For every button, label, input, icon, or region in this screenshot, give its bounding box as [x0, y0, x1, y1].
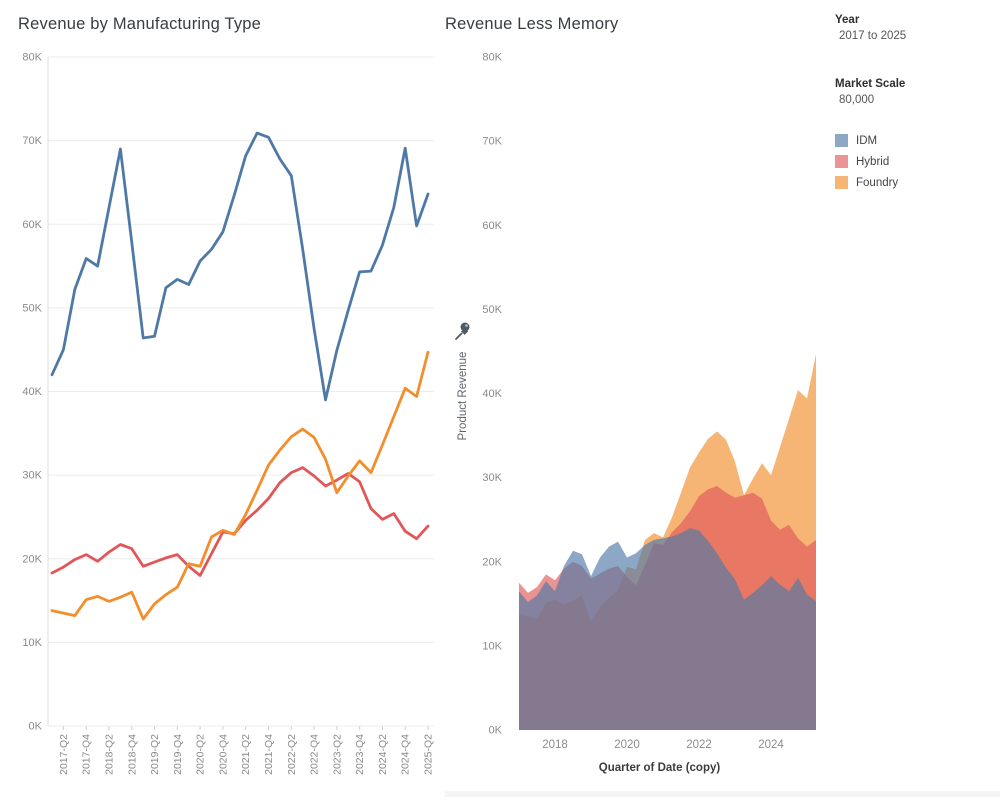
- y-tick-label: 20K: [482, 556, 502, 568]
- x-axis-title: Quarter of Date (copy): [599, 762, 721, 774]
- x-tick-label: 2023-Q4: [354, 734, 366, 775]
- y-tick-label: 20K: [22, 553, 42, 565]
- y-tick-label: 80K: [482, 52, 502, 64]
- x-tick-label: 2017-Q4: [81, 734, 93, 775]
- x-tick-label: 2017-Q2: [58, 734, 70, 775]
- series-line-hybrid[interactable]: [50, 466, 430, 577]
- x-tick-label: 2021-Q4: [263, 734, 275, 775]
- series-line-foundry[interactable]: [50, 350, 430, 621]
- legend-item-hybrid[interactable]: Hybrid: [835, 151, 995, 172]
- x-tick-label: 2024: [758, 739, 784, 751]
- x-tick-label: 2018-Q2: [103, 734, 115, 775]
- x-tick-label: 2022-Q4: [309, 734, 321, 775]
- x-tick-label: 2024-Q4: [400, 734, 412, 775]
- dashboard-bottom-border: [445, 791, 1000, 797]
- legend-swatch-foundry: [835, 176, 848, 189]
- right-chart-title: Revenue Less Memory: [445, 15, 619, 33]
- x-tick-label: 2023-Q2: [331, 734, 343, 775]
- line-chart-canvas[interactable]: 0K 10K 20K 30K 40K 50K 60K 70K 80K 2017-Q2 2017-Q4…: [0, 0, 445, 800]
- y-tick-label: 50K: [22, 302, 42, 314]
- y-tick-label: 60K: [22, 219, 42, 231]
- x-tick-label: 2021-Q2: [240, 734, 252, 775]
- year-filter: Year 2017 to 2025: [835, 14, 995, 42]
- x-tick-label: 2025-Q2: [423, 734, 435, 775]
- legend-label: Hybrid: [856, 155, 890, 168]
- x-tick-label: 2019-Q2: [149, 734, 161, 775]
- y-tick-label: 50K: [482, 304, 502, 316]
- legend-swatch-idm: [835, 134, 848, 147]
- y-tick-label: 70K: [22, 135, 42, 147]
- market-scale-value: 80,000: [839, 94, 875, 106]
- year-filter-label: Year: [835, 14, 860, 26]
- x-tick-label: 2020-Q4: [217, 734, 229, 775]
- x-tick-label: 2020: [614, 739, 640, 751]
- x-tick-label: 2020-Q2: [195, 734, 207, 775]
- legend-item-idm[interactable]: IDM: [835, 130, 995, 151]
- y-tick-label: 40K: [482, 388, 502, 400]
- x-tick-label: 2019-Q4: [172, 734, 184, 775]
- legend-label: IDM: [856, 134, 878, 147]
- y-tick-label: 30K: [482, 472, 502, 484]
- x-tick-label: 2024-Q2: [377, 734, 389, 775]
- x-tick-label: 2022-Q2: [286, 734, 298, 775]
- y-tick-label: 70K: [482, 136, 502, 148]
- y-tick-label: 0K: [489, 725, 503, 737]
- y-tick-label: 40K: [22, 386, 42, 398]
- axis-pin-icon[interactable]: [455, 322, 470, 340]
- year-filter-value: 2017 to 2025: [839, 30, 907, 42]
- area-chart-canvas[interactable]: 0K 10K 20K 30K 40K 50K 60K 70K 80K 2018 2020 2022 20…: [445, 0, 845, 800]
- legend-item-foundry[interactable]: Foundry: [835, 172, 995, 193]
- market-scale-label: Market Scale: [835, 78, 906, 90]
- y-axis-title: Product Revenue: [457, 352, 469, 441]
- x-tick-label: 2018: [542, 739, 568, 751]
- y-tick-label: 60K: [482, 220, 502, 232]
- y-tick-label: 30K: [22, 470, 42, 482]
- x-tick-label: 2022: [686, 739, 712, 751]
- filter-sidebar: Year 2017 to 2025 Market Scale 80,000 ID…: [835, 14, 995, 193]
- area-idm[interactable]: [519, 528, 816, 730]
- x-tick-label: 2018-Q4: [126, 734, 138, 775]
- y-tick-label: 80K: [22, 52, 42, 64]
- y-tick-label: 10K: [482, 640, 502, 652]
- left-chart-title: Revenue by Manufacturing Type: [18, 15, 262, 33]
- y-tick-label: 10K: [22, 637, 42, 649]
- legend-label: Foundry: [856, 176, 899, 189]
- legend-swatch-hybrid: [835, 155, 848, 168]
- series-line-idm[interactable]: [50, 131, 430, 402]
- y-tick-label: 0K: [29, 721, 43, 733]
- color-legend: IDM Hybrid Foundry: [835, 130, 995, 193]
- market-scale-parameter: Market Scale 80,000: [835, 78, 995, 106]
